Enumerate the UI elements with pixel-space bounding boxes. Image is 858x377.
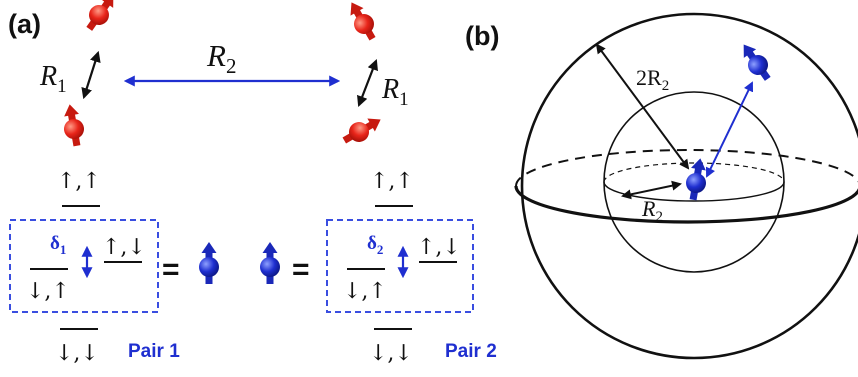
outer-radius-label: 2R2 bbox=[636, 65, 669, 94]
pair-1-dashed-box bbox=[9, 219, 159, 313]
delta-2-label: δ2 bbox=[367, 233, 383, 257]
r2-label: R2 bbox=[206, 38, 236, 78]
pair-2-dashed-box bbox=[326, 219, 474, 313]
outer-radius-arrow-icon bbox=[595, 43, 690, 170]
state-up-down: ↑,↓ bbox=[102, 235, 146, 260]
inner-equator-back bbox=[603, 162, 785, 183]
blue-spin-icon bbox=[199, 242, 219, 284]
blue-spin-icon bbox=[683, 156, 711, 202]
state-up-up: ↑,↑ bbox=[370, 169, 414, 194]
state-up-down: ↑,↓ bbox=[417, 235, 461, 260]
outer-sphere bbox=[520, 12, 858, 360]
pair-1-label: Pair 1 bbox=[128, 341, 180, 362]
state-up-up: ↑,↑ bbox=[57, 169, 101, 194]
r1-label-right: R1 bbox=[381, 74, 409, 110]
state-down-up: ↓,↑ bbox=[343, 279, 387, 304]
red-spin-icon bbox=[81, 0, 122, 35]
r1-label-left: R1 bbox=[39, 61, 67, 97]
pair-2-label: Pair 2 bbox=[445, 341, 497, 362]
red-spin-icon bbox=[59, 102, 87, 148]
state-down-down: ↓,↓ bbox=[369, 341, 413, 366]
red-spin-icon bbox=[339, 110, 386, 150]
inner-radius-label: R2 bbox=[641, 196, 663, 225]
delta-1-label: δ1 bbox=[50, 233, 66, 257]
state-down-up: ↓,↑ bbox=[26, 279, 70, 304]
equals-sign: = bbox=[292, 253, 310, 286]
outer-equator-front bbox=[514, 185, 858, 224]
r1-double-arrow-icon bbox=[357, 58, 378, 108]
blue-spin-icon bbox=[735, 38, 776, 85]
state-down-down: ↓,↓ bbox=[55, 341, 99, 366]
inner-radius-arrow-icon bbox=[621, 180, 682, 200]
r1-double-arrow-icon bbox=[81, 50, 101, 100]
blue-spin-icon bbox=[260, 242, 280, 284]
red-spin-icon bbox=[342, 0, 382, 44]
panel-b-label: (b) bbox=[465, 21, 499, 51]
connection-arrow-icon bbox=[705, 81, 754, 178]
equals-sign: = bbox=[162, 253, 180, 286]
inner-equator-front bbox=[603, 181, 785, 202]
panel-a-label: (a) bbox=[8, 9, 41, 39]
